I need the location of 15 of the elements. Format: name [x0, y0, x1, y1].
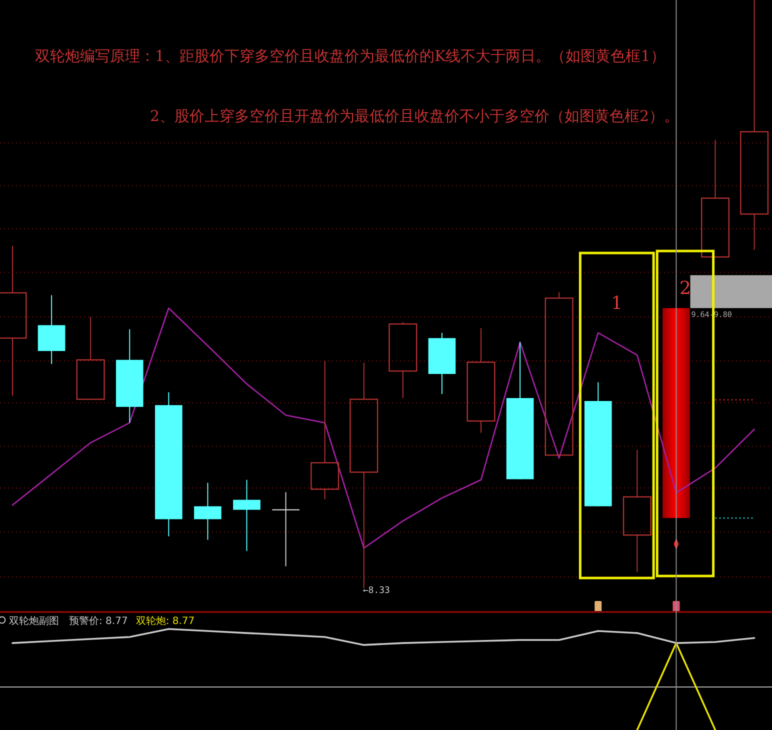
text: 双轮炮编写原理：1、距股价下穿多空价且收盘价为最低价的K线不大于两日。（如图黄色框1） — [35, 47, 666, 65]
candlestick — [272, 492, 300, 567]
annotation: 1 — [611, 293, 623, 314]
candlestick — [622, 449, 652, 573]
candlestick — [0, 245, 27, 396]
candlestick — [233, 479, 260, 552]
annotation: 2 — [679, 278, 691, 299]
text: 双轮炮: 8.77 — [136, 615, 195, 627]
candlestick — [740, 0, 769, 250]
candlestick — [466, 328, 496, 434]
candlestick — [310, 360, 340, 500]
text: 2、股价上穿多空价且开盘价为最低价且收盘价不小于多空价（如图黄色框2）。 — [150, 107, 680, 125]
annotation: ←8.33 — [362, 586, 390, 596]
series-label: 预警价: 8.77 — [69, 615, 128, 627]
chart-title: 双轮炮副图 — [9, 615, 59, 627]
